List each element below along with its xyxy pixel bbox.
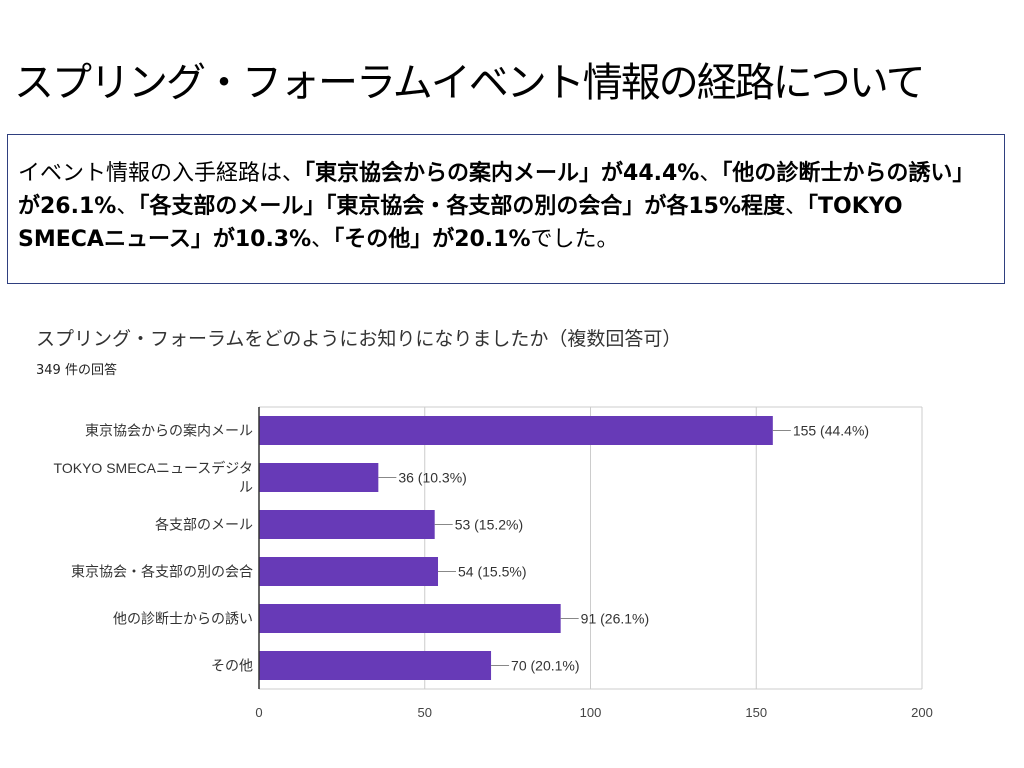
- category-label: 東京協会からの案内メール: [85, 423, 253, 439]
- data-label: 36 (10.3%): [398, 470, 466, 486]
- category-label: 各支部のメール: [155, 517, 253, 533]
- summary-highlight: 「東京協会からの案内メール」が44.4%: [304, 161, 700, 186]
- x-tick-label: 0: [255, 705, 262, 720]
- bar: [259, 604, 561, 633]
- summary-highlight: 「TOKYO SMECAニュース」が10.3%: [18, 194, 903, 252]
- summary-highlight: 「各支部のメール」「東京協会・各支部の別の会合」が各15%程度: [138, 194, 786, 219]
- summary-segment: 、: [699, 161, 722, 186]
- x-tick-label: 100: [580, 705, 602, 720]
- category-label: ル: [239, 479, 253, 495]
- data-label: 91 (26.1%): [581, 611, 649, 627]
- x-tick-label: 200: [911, 705, 933, 720]
- data-label: 70 (20.1%): [511, 658, 579, 674]
- summary-segment: 、: [785, 194, 808, 219]
- category-label: 東京協会・各支部の別の会合: [71, 564, 253, 580]
- x-tick-label: 150: [745, 705, 767, 720]
- data-label: 155 (44.4%): [793, 423, 869, 439]
- data-label: 54 (15.5%): [458, 564, 526, 580]
- bar: [259, 416, 773, 445]
- summary-highlight: 「その他」が20.1%: [333, 227, 531, 252]
- summary-segment: イベント情報の入手経路は、: [18, 161, 305, 186]
- summary-highlight: 「他の診断士からの誘い」が26.1%: [18, 161, 975, 219]
- chart-title: スプリング・フォーラムをどのようにお知りになりましたか（複数回答可）: [36, 328, 682, 350]
- x-tick-label: 50: [418, 705, 432, 720]
- summary-segment: 、: [116, 194, 139, 219]
- summary-segment: でした。: [530, 227, 619, 252]
- data-label: 53 (15.2%): [455, 517, 523, 533]
- summary-segment: 、: [311, 227, 334, 252]
- summary-box: イベント情報の入手経路は、「東京協会からの案内メール」が44.4%、「他の診断士…: [7, 134, 1005, 284]
- summary-text: イベント情報の入手経路は、「東京協会からの案内メール」が44.4%、「他の診断士…: [18, 161, 974, 252]
- bar-chart: 0 50 100 150 200 155 (44.4%) 東京協会からの案内メール 36 (1…: [54, 406, 933, 720]
- response-count: 349 件の回答: [36, 363, 117, 378]
- category-label: TOKYO SMECAニュースデジタ: [54, 460, 253, 476]
- category-label: その他: [211, 658, 253, 674]
- category-label: 他の診断士からの誘い: [113, 611, 253, 627]
- slide-title: スプリング・フォーラムイベント情報の経路について: [14, 60, 926, 106]
- bar: [259, 510, 435, 539]
- bar: [259, 463, 379, 492]
- bar: [259, 557, 439, 586]
- bar: [259, 651, 492, 680]
